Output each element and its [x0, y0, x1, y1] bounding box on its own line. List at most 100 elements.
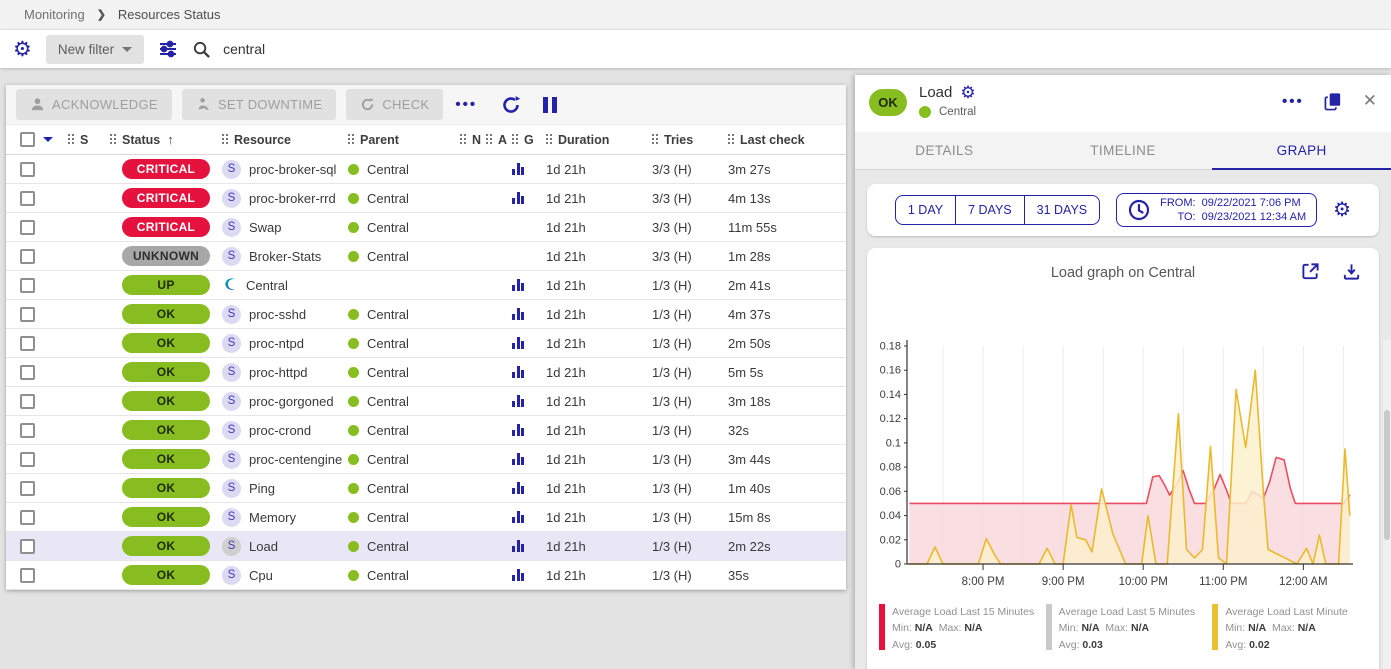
table-row[interactable]: OK S proc-gorgoned Central 1d 21h 1/3 (H… — [6, 387, 846, 416]
graph-icon[interactable] — [512, 453, 546, 465]
table-row[interactable]: OK S Load Central 1d 21h 1/3 (H) 2m 22s — [6, 532, 846, 561]
graph-settings-gear-icon[interactable]: ⚙ — [1333, 199, 1352, 221]
breadcrumb-resources-status[interactable]: Resources Status — [117, 7, 221, 22]
tab-timeline[interactable]: TIMELINE — [1090, 143, 1156, 158]
graph-icon[interactable] — [512, 511, 546, 523]
graph-icon[interactable] — [512, 569, 546, 581]
row-checkbox[interactable] — [20, 161, 35, 177]
range-31-days-button[interactable]: 31 DAYS — [1023, 195, 1101, 225]
drag-handle-icon[interactable] — [652, 134, 659, 145]
row-checkbox[interactable] — [20, 248, 35, 264]
check-button[interactable]: CHECK — [346, 89, 444, 120]
drag-handle-icon[interactable] — [222, 134, 229, 145]
table-row[interactable]: UP Central 1d 21h 1/3 (H) 2m 41s — [6, 271, 846, 300]
download-icon[interactable] — [1342, 262, 1361, 281]
table-row[interactable]: OK S proc-sshd Central 1d 21h 1/3 (H) 4m… — [6, 300, 846, 329]
set-downtime-button[interactable]: SET DOWNTIME — [181, 89, 337, 120]
table-row[interactable]: OK S proc-httpd Central 1d 21h 1/3 (H) 5… — [6, 358, 846, 387]
svg-text:8:00 PM: 8:00 PM — [962, 576, 1005, 588]
range-7-days-button[interactable]: 7 DAYS — [955, 195, 1025, 225]
column-header-status[interactable]: Status ↑ — [110, 132, 222, 147]
row-checkbox[interactable] — [20, 306, 35, 322]
row-checkbox[interactable] — [20, 538, 35, 554]
row-checkbox[interactable] — [20, 480, 35, 496]
panel-scrollbar[interactable] — [1383, 340, 1391, 669]
drag-handle-icon[interactable] — [68, 134, 75, 145]
table-row[interactable]: OK S Memory Central 1d 21h 1/3 (H) 15m 8… — [6, 503, 846, 532]
column-header-severity[interactable]: S — [68, 133, 110, 147]
resource-settings-gear-icon[interactable]: ⚙ — [960, 83, 976, 102]
graph-icon[interactable] — [512, 482, 546, 494]
row-checkbox[interactable] — [20, 335, 35, 351]
row-checkbox[interactable] — [20, 393, 35, 409]
column-header-notes[interactable]: N — [460, 133, 486, 147]
column-header-parent[interactable]: Parent — [348, 133, 460, 147]
column-header-resource[interactable]: Resource — [222, 133, 348, 147]
graph-icon[interactable] — [512, 192, 546, 204]
graph-icon[interactable] — [512, 163, 546, 175]
graph-icon[interactable] — [512, 424, 546, 436]
table-row[interactable]: OK S proc-ntpd Central 1d 21h 1/3 (H) 2m… — [6, 329, 846, 358]
drag-handle-icon[interactable] — [110, 134, 117, 145]
column-header-tries[interactable]: Tries — [652, 133, 728, 147]
table-row[interactable]: CRITICAL S proc-broker-sql Central 1d 21… — [6, 155, 846, 184]
range-1-day-button[interactable]: 1 DAY — [894, 195, 957, 225]
open-in-new-icon[interactable] — [1301, 262, 1320, 281]
row-checkbox[interactable] — [20, 567, 35, 583]
row-checkbox[interactable] — [20, 219, 35, 235]
table-row[interactable]: UNKNOWN S Broker-Stats Central 1d 21h 3/… — [6, 242, 846, 271]
column-header-duration[interactable]: Duration — [546, 133, 652, 147]
graph-icon[interactable] — [512, 279, 546, 291]
table-row[interactable]: OK S proc-centengine Central 1d 21h 1/3 … — [6, 445, 846, 474]
detail-more-actions-button[interactable]: ••• — [1281, 92, 1304, 110]
tab-graph[interactable]: GRAPH — [1212, 132, 1391, 170]
scrollbar-thumb[interactable] — [1384, 410, 1390, 540]
drag-handle-icon[interactable] — [486, 134, 493, 145]
acknowledge-button[interactable]: ACKNOWLEDGE — [16, 89, 172, 120]
custom-time-period-picker[interactable]: FROM: 09/22/2021 7:06 PM TO: 09/23/2021 … — [1116, 193, 1318, 227]
graph-icon[interactable] — [512, 395, 546, 407]
table-row[interactable]: CRITICAL S proc-broker-rrd Central 1d 21… — [6, 184, 846, 213]
legend-item[interactable]: Average Load Last 5 Minutes Min: N/A Max:… — [1045, 604, 1203, 653]
table-row[interactable]: CRITICAL S Swap Central 1d 21h 3/3 (H) 1… — [6, 213, 846, 242]
table-row[interactable]: OK S proc-crond Central 1d 21h 1/3 (H) 3… — [6, 416, 846, 445]
advanced-filter-button[interactable] — [158, 39, 178, 59]
row-checkbox[interactable] — [20, 190, 35, 206]
graph-icon[interactable] — [512, 366, 546, 378]
column-header-graph[interactable]: G — [512, 133, 546, 147]
parent-name: Central — [367, 480, 409, 496]
filter-settings-button[interactable]: ⚙ — [13, 39, 32, 60]
drag-handle-icon[interactable] — [728, 134, 735, 145]
row-checkbox[interactable] — [20, 277, 35, 293]
graph-icon[interactable] — [512, 308, 546, 320]
new-filter-dropdown[interactable]: New filter — [45, 34, 145, 64]
row-checkbox[interactable] — [20, 364, 35, 380]
more-actions-button[interactable]: ••• — [455, 96, 478, 113]
parent-name: Central — [367, 538, 409, 554]
resource-type-icon: S — [222, 159, 241, 179]
drag-handle-icon[interactable] — [512, 134, 519, 145]
table-row[interactable]: OK S Ping Central 1d 21h 1/3 (H) 1m 40s — [6, 474, 846, 503]
copy-link-icon[interactable] — [1324, 92, 1343, 111]
row-checkbox[interactable] — [20, 422, 35, 438]
breadcrumb-monitoring[interactable]: Monitoring — [24, 7, 85, 22]
column-header-action[interactable]: A — [486, 133, 512, 147]
drag-handle-icon[interactable] — [546, 134, 553, 145]
drag-handle-icon[interactable] — [348, 134, 355, 145]
search-input[interactable] — [223, 41, 824, 57]
select-menu-caret-icon[interactable] — [43, 137, 53, 142]
pause-autorefresh-button[interactable] — [543, 96, 558, 113]
drag-handle-icon[interactable] — [460, 134, 467, 145]
close-icon[interactable]: ✕ — [1362, 91, 1377, 110]
legend-item[interactable]: Average Load Last Minute Min: N/A Max: N/… — [1212, 604, 1369, 653]
select-all-checkbox[interactable] — [20, 132, 35, 147]
row-checkbox[interactable] — [20, 451, 35, 467]
column-header-last-check[interactable]: Last check — [728, 133, 846, 147]
table-row[interactable]: OK S Cpu Central 1d 21h 1/3 (H) 35s — [6, 561, 846, 590]
row-checkbox[interactable] — [20, 509, 35, 525]
graph-icon[interactable] — [512, 337, 546, 349]
graph-icon[interactable] — [512, 540, 546, 552]
tab-details[interactable]: DETAILS — [915, 143, 974, 158]
refresh-button[interactable] — [501, 95, 521, 115]
legend-item[interactable]: Average Load Last 15 Minutes Min: N/A Max… — [879, 604, 1036, 653]
